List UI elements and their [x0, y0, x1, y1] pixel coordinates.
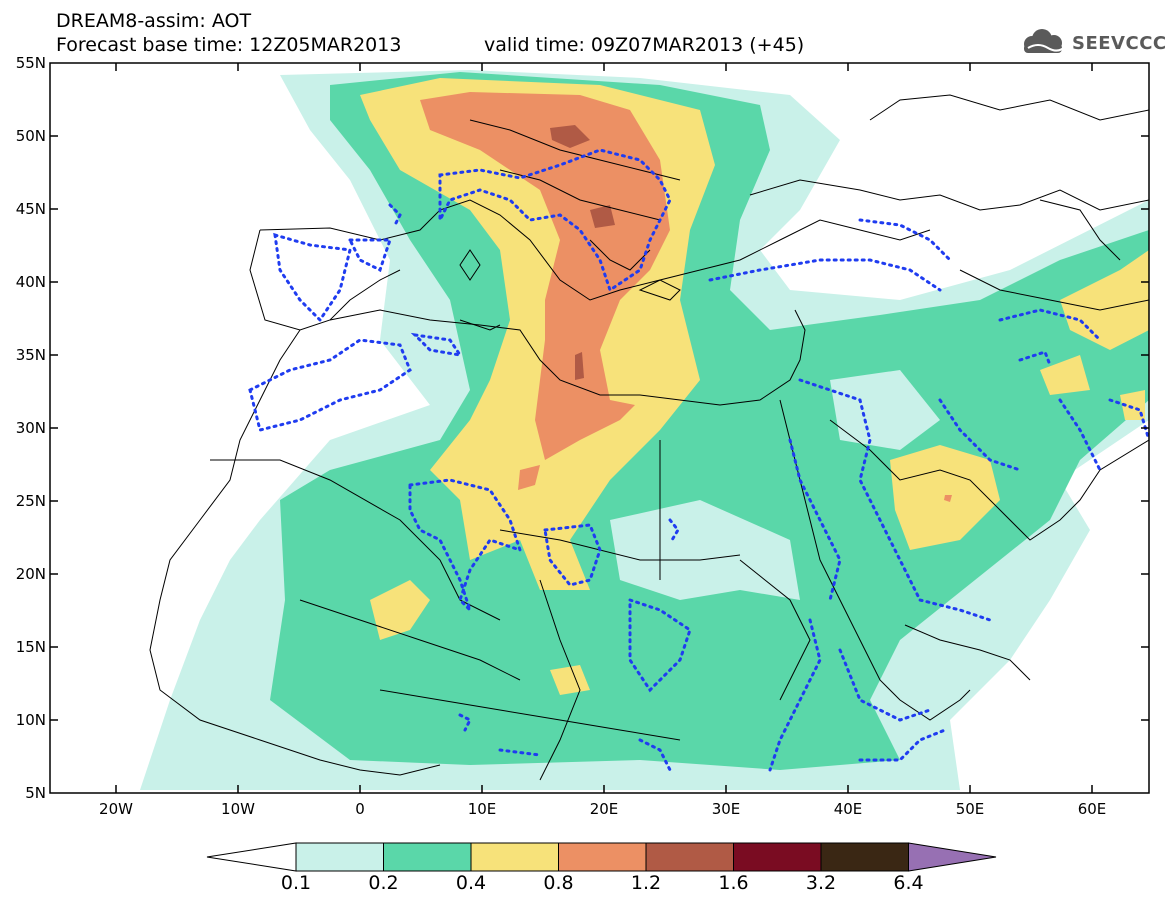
aot-level-0.8 — [420, 92, 670, 460]
lon-label: 20E — [589, 800, 619, 818]
lat-label: 35N — [15, 346, 46, 364]
colorbar-label: 0.4 — [455, 872, 487, 894]
lon-label: 10W — [221, 800, 255, 818]
lon-label: 40E — [833, 800, 863, 818]
colorbar-label: 0.1 — [280, 872, 312, 894]
colorbar-label: 1.6 — [718, 872, 749, 894]
lon-label: 60E — [1077, 800, 1107, 818]
lat-label: 25N — [15, 492, 46, 510]
lat-label: 50N — [15, 127, 46, 145]
lat-label: 55N — [15, 54, 46, 72]
lon-label: 0 — [355, 800, 365, 818]
coastlines — [149, 94, 1149, 781]
colorbar — [206, 842, 997, 872]
colorbar-label: 3.2 — [805, 872, 837, 894]
axis-ticks — [50, 63, 1149, 793]
valid-time: valid time: 09Z07MAR2013 (+45) — [484, 34, 805, 56]
colorbar-label: 1.2 — [630, 872, 662, 894]
lat-label: 5N — [25, 784, 46, 802]
lat-label: 45N — [15, 200, 46, 218]
lat-label: 30N — [15, 419, 46, 437]
lat-label: 10N — [15, 711, 46, 729]
lon-label: 20W — [99, 800, 133, 818]
map-title: DREAM8-assim: AOT — [56, 10, 252, 32]
contours-0.4 — [248, 148, 1149, 772]
colorbar-label: 0.2 — [368, 872, 399, 894]
aot-level-1.2 — [550, 125, 590, 148]
lat-label: 40N — [15, 273, 46, 291]
colorbar-label: 6.4 — [893, 872, 924, 894]
logo-text: SEEVCCC — [1072, 33, 1165, 54]
aot-level-0.2 — [270, 72, 1149, 770]
colorbar-label: 0.8 — [543, 872, 574, 894]
lat-label: 20N — [15, 565, 46, 583]
lon-label: 50E — [955, 800, 985, 818]
lon-label: 10E — [467, 800, 497, 818]
forecast-base-time: Forecast base time: 12Z05MAR2013 — [56, 34, 402, 56]
cloud-icon — [1024, 29, 1067, 53]
lat-label: 15N — [15, 638, 46, 656]
lon-label: 30E — [711, 800, 741, 818]
aot-fields — [140, 70, 1149, 790]
